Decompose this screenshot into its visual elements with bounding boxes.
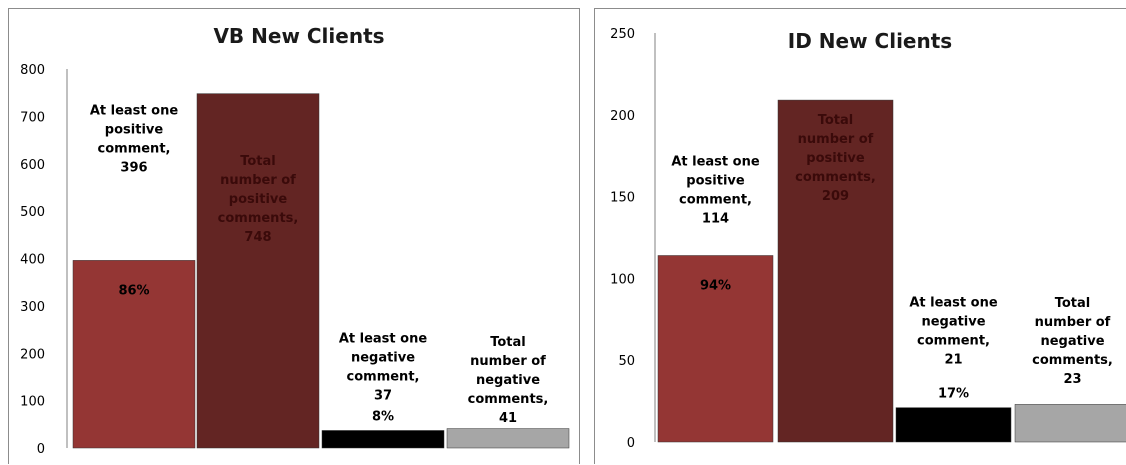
- y-tick-label: 250: [610, 27, 635, 42]
- chart-title: ID New Clients: [788, 29, 952, 53]
- percent-label-1: 94%: [700, 278, 731, 293]
- bar-4: [1014, 404, 1126, 443]
- y-tick-label: 0: [37, 442, 45, 457]
- bar-2: [777, 99, 894, 443]
- percent-label-3: 8%: [372, 409, 394, 424]
- y-tick-label: 600: [20, 158, 45, 173]
- y-tick-label: 150: [610, 191, 635, 206]
- y-tick-label: 500: [20, 205, 45, 220]
- percent-label-3: 17%: [938, 387, 969, 402]
- chart-panel-id: ID New Clients 0 50 100 150 200 250 At least on…: [594, 8, 1126, 464]
- bar-1: [72, 260, 196, 449]
- y-tick-label: 800: [20, 63, 45, 78]
- y-tick-label: 100: [610, 272, 635, 287]
- data-label-4: Total number of negative comments, 41: [468, 335, 549, 426]
- data-label-2: Total number of positive comments, 748: [218, 154, 299, 245]
- y-tick-label: 200: [610, 109, 635, 124]
- chart-title: VB New Clients: [213, 24, 384, 48]
- data-label-1: At least one positive comment, 114: [671, 155, 760, 227]
- data-label-2: Total number of positive comments, 209: [795, 113, 876, 204]
- y-tick-label: 300: [20, 300, 45, 315]
- vb-chart-svg: VB New Clients 0 100 200 300 400 500 600 700 800 A…: [20, 24, 570, 457]
- y-tick-label: 700: [20, 110, 45, 125]
- bar-4: [446, 428, 570, 449]
- bar-1: [657, 255, 774, 443]
- id-chart-svg: ID New Clients 0 50 100 150 200 250 At least on…: [610, 27, 1126, 451]
- y-tick-label: 50: [618, 354, 635, 369]
- data-label-1: At least one positive comment, 396: [90, 104, 179, 176]
- bar-3: [321, 430, 445, 449]
- data-label-3: At least one negative comment, 21: [909, 296, 998, 368]
- chart-panel-vb: VB New Clients 0 100 200 300 400 500 600 700 800 A…: [8, 8, 580, 464]
- data-label-4: Total number of negative comments, 23: [1032, 296, 1113, 387]
- y-tick-label: 200: [20, 347, 45, 362]
- bar-2: [196, 93, 320, 449]
- bar-3: [895, 407, 1012, 443]
- data-label-3: At least one negative comment, 37: [339, 332, 428, 404]
- y-tick-label: 0: [627, 436, 635, 451]
- y-tick-label: 100: [20, 395, 45, 410]
- percent-label-1: 86%: [118, 283, 149, 298]
- y-tick-label: 400: [20, 253, 45, 268]
